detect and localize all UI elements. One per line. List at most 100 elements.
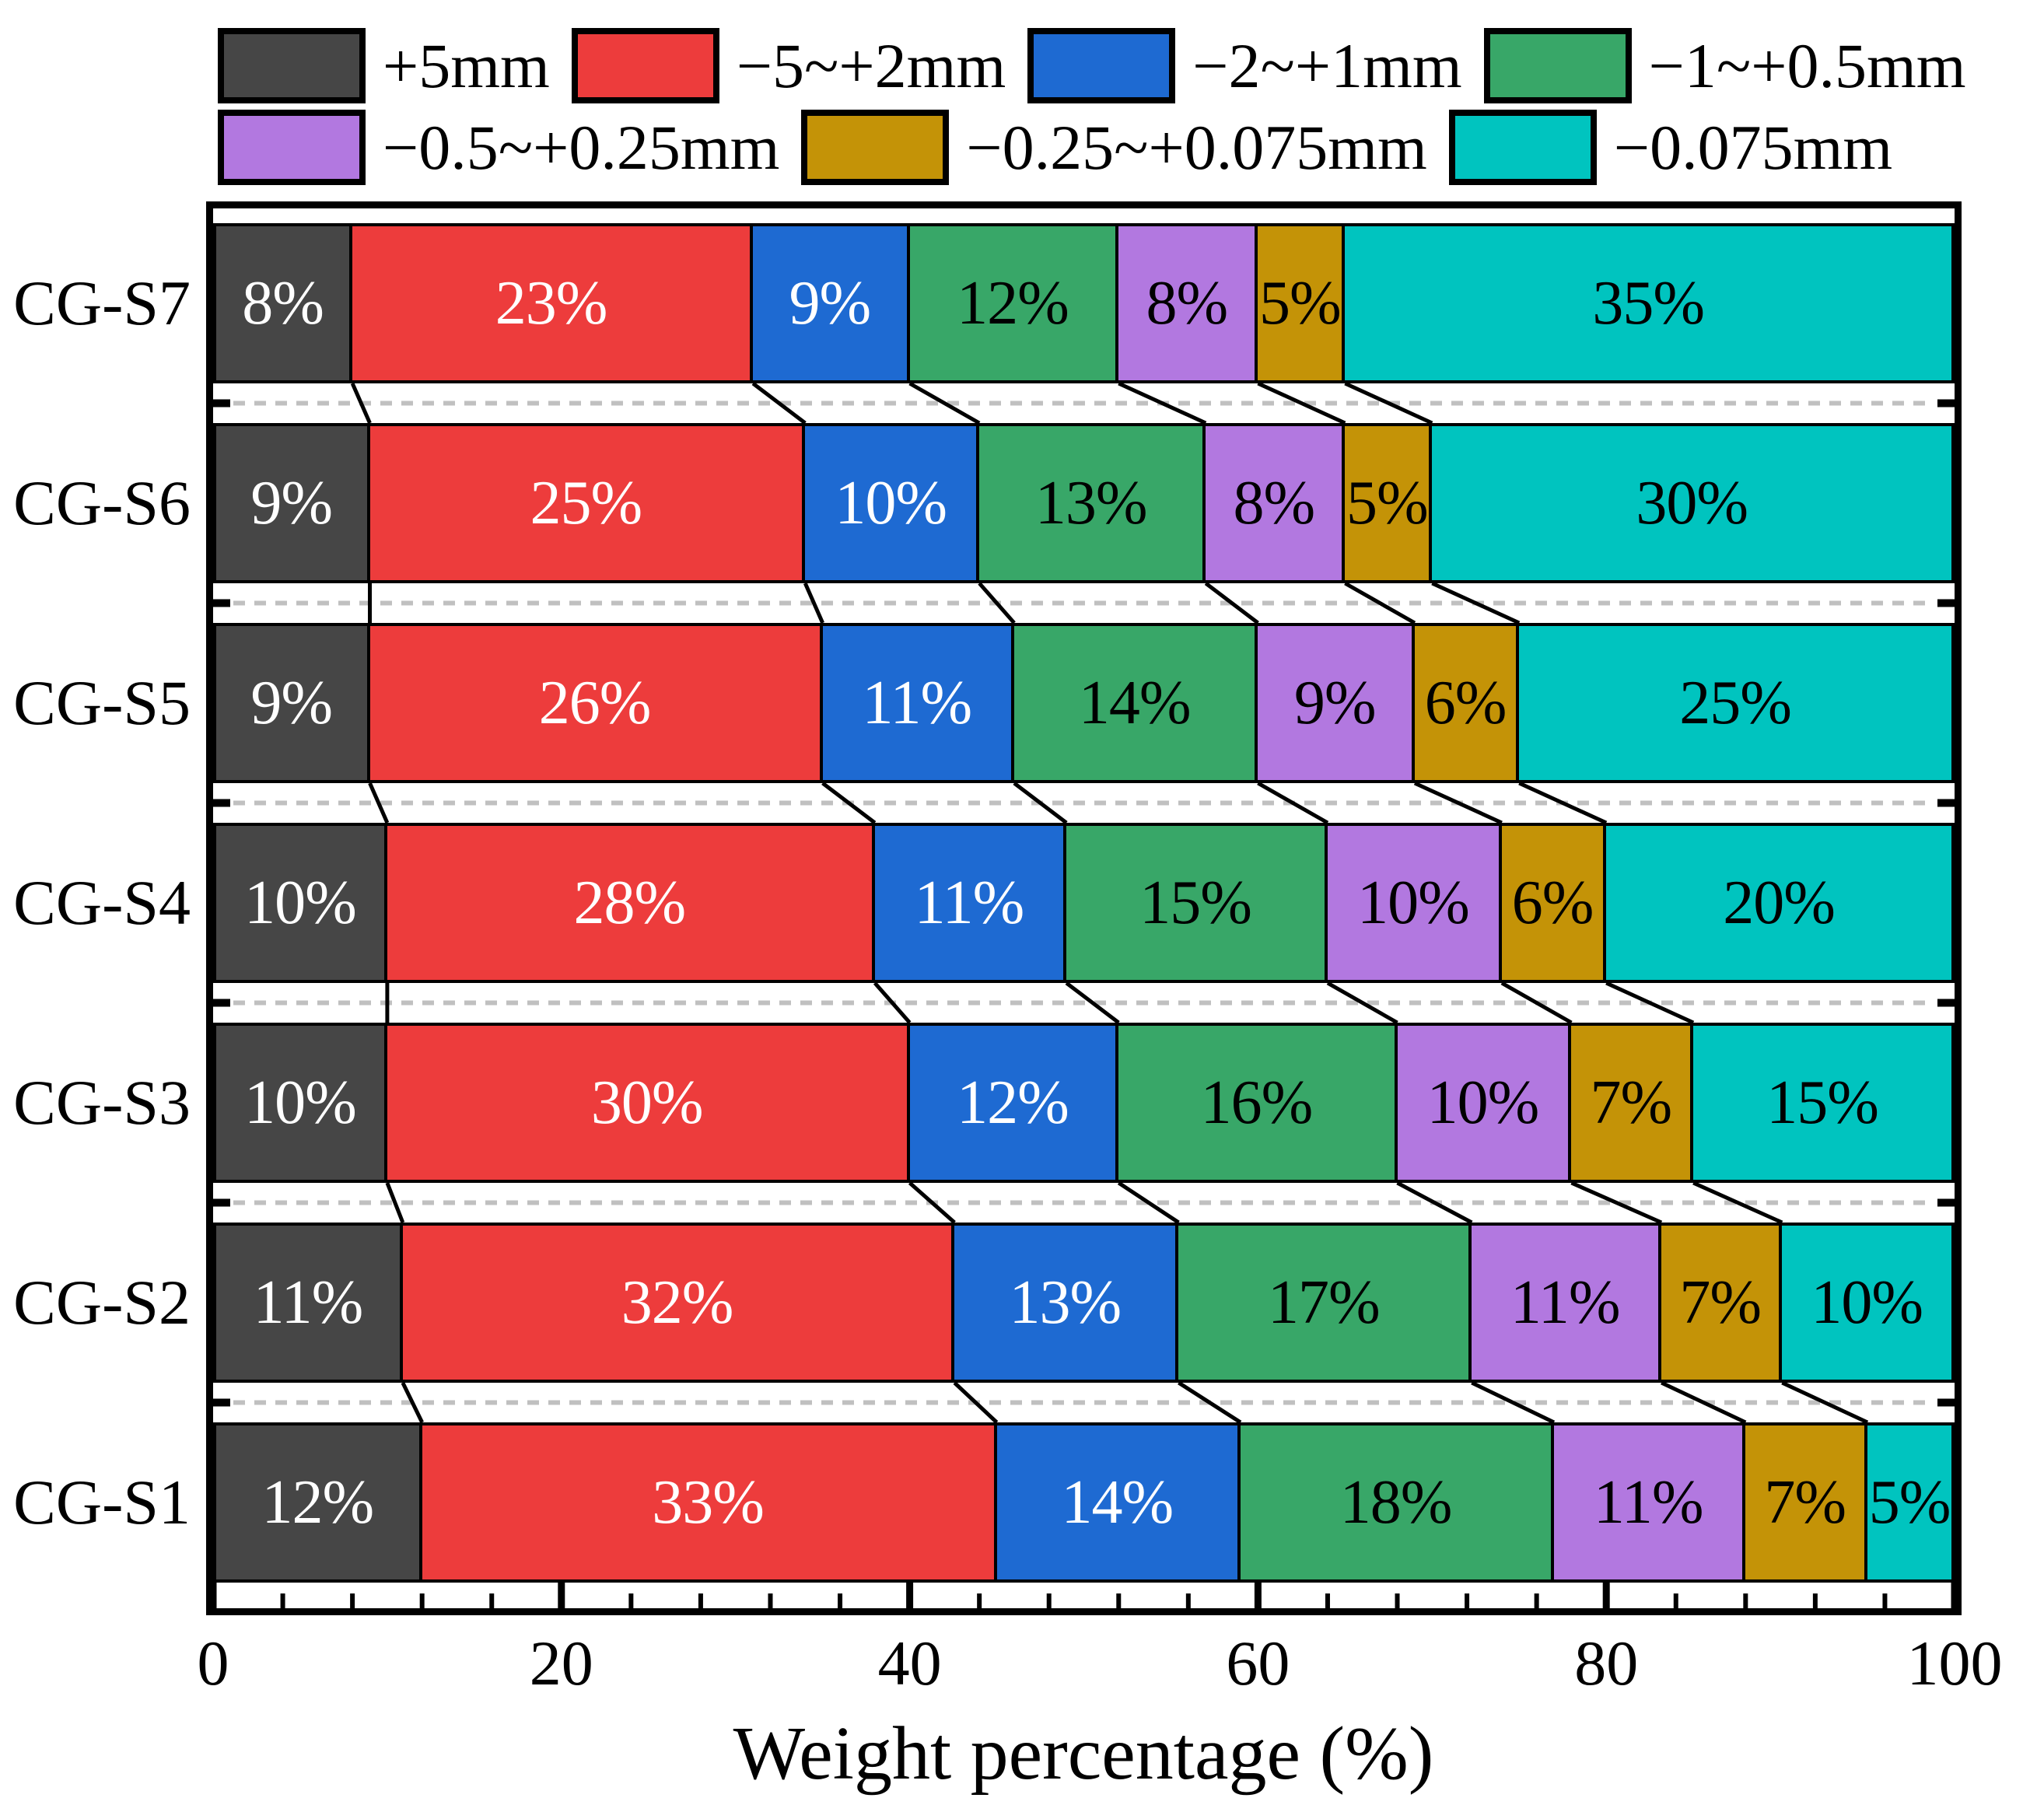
segment-value-label: 7% <box>1590 1069 1672 1137</box>
segment-value-label: 8% <box>1233 469 1315 537</box>
bar-segment: 15% <box>1690 1023 1955 1183</box>
segment-value-label: 14% <box>1061 1468 1174 1537</box>
segment-value-label: 28% <box>573 869 687 937</box>
segment-value-label: 6% <box>1511 869 1594 937</box>
legend-swatch <box>1483 28 1632 103</box>
segment-value-label: 13% <box>1034 469 1148 537</box>
segment-value-label: 11% <box>914 869 1025 937</box>
segment-value-label: 12% <box>957 1069 1069 1137</box>
segment-value-label: 14% <box>1078 669 1192 737</box>
bar-segment: 14% <box>993 1422 1241 1583</box>
plot-area: 8% 23% 9% 12% 8% 5% 35% 9% 25% 10% 13% 8% 5% 30% 9% 26%… <box>206 201 1962 1615</box>
bar-segment: 7% <box>1568 1023 1694 1183</box>
bar-segment: 9% <box>213 623 370 783</box>
legend-item: −0.5~+0.25mm <box>218 110 779 185</box>
legend-swatch <box>1448 110 1597 185</box>
x-axis-tick-label: 40 <box>877 1628 942 1698</box>
x-axis-tick-label: 60 <box>1226 1628 1290 1698</box>
segment-value-label: 7% <box>1679 1268 1762 1337</box>
bar-segment: 10% <box>213 823 387 983</box>
legend-label: −0.5~+0.25mm <box>383 111 780 183</box>
segment-value-label: 11% <box>253 1268 364 1337</box>
segment-value-label: 35% <box>1592 269 1705 338</box>
legend-item: −0.075mm <box>1448 110 1893 185</box>
legend-item: −5~+2mm <box>571 28 1006 103</box>
bar-segment: 7% <box>1658 1223 1783 1383</box>
bar-segment: 9% <box>1255 623 1415 783</box>
bar-segment: 5% <box>1342 423 1433 583</box>
category-label: CG-S1 <box>13 1467 191 1537</box>
bar-segment: 7% <box>1742 1422 1868 1583</box>
bar-segment: 13% <box>976 423 1206 583</box>
segment-value-label: 5% <box>1346 469 1429 537</box>
segment-value-label: 30% <box>590 1069 704 1137</box>
segment-value-label: 5% <box>1259 269 1342 338</box>
bar-segment: 33% <box>418 1422 997 1583</box>
segment-value-label: 23% <box>495 269 608 338</box>
segment-value-label: 25% <box>530 469 643 537</box>
segment-value-label: 20% <box>1723 869 1836 937</box>
segment-value-label: 17% <box>1268 1268 1381 1337</box>
legend-row-1: +5mm −5~+2mm −2~+1mm −1~+0.5mm <box>218 28 1988 103</box>
bar-segment: 12% <box>213 1422 422 1583</box>
segment-value-label: 10% <box>1357 869 1470 937</box>
segment-value-label: 33% <box>652 1468 765 1537</box>
segment-value-label: 30% <box>1636 469 1748 537</box>
segment-value-label: 11% <box>1510 1268 1621 1337</box>
legend-item: −0.25~+0.075mm <box>801 110 1427 185</box>
legend-label: −0.075mm <box>1613 111 1893 183</box>
bar-segment: 11% <box>819 623 1014 783</box>
segment-value-label: 11% <box>1593 1468 1704 1537</box>
segment-value-label: 10% <box>835 469 947 537</box>
category-label: CG-S7 <box>13 268 191 338</box>
x-axis-tick-label: 20 <box>529 1628 593 1698</box>
bar-segment: 28% <box>383 823 875 983</box>
legend-row-2: −0.5~+0.25mm −0.25~+0.075mm −0.075mm <box>218 110 1988 185</box>
legend: +5mm −5~+2mm −2~+1mm −1~+0.5mm −0.5~+0.25mm −… <box>218 28 1988 185</box>
x-axis-tick-label: 80 <box>1574 1628 1639 1698</box>
segment-value-label: 8% <box>242 269 324 338</box>
bar-segment: 11% <box>1468 1223 1662 1383</box>
bar-segment: 8% <box>1115 223 1258 383</box>
bar-segment: 23% <box>349 223 754 383</box>
x-axis-title: Weight percentage (%) <box>733 1712 1434 1796</box>
bar-segment: 11% <box>1551 1422 1746 1583</box>
bar-segment: 10% <box>1779 1223 1955 1383</box>
bar-segment: 14% <box>1010 623 1258 783</box>
bar-segment: 12% <box>906 223 1119 383</box>
bar-segment: 11% <box>213 1223 403 1383</box>
x-axis-tick-label: 100 <box>1906 1628 2003 1698</box>
bar-segment: 10% <box>1324 823 1502 983</box>
legend-swatch <box>801 110 950 185</box>
legend-label: −0.25~+0.075mm <box>966 111 1427 183</box>
bar-segment: 6% <box>1411 623 1520 783</box>
bar-segment: 25% <box>1516 623 1955 783</box>
segment-value-label: 15% <box>1766 1069 1879 1137</box>
legend-swatch <box>218 110 366 185</box>
category-label: CG-S3 <box>13 1067 191 1138</box>
segment-value-label: 9% <box>250 669 333 737</box>
bar-segment: 26% <box>366 623 823 783</box>
segment-value-label: 12% <box>261 1468 375 1537</box>
segment-value-label: 10% <box>244 869 357 937</box>
segment-value-label: 10% <box>244 1069 357 1137</box>
bar-segment: 8% <box>1202 423 1346 583</box>
segment-value-label: 6% <box>1424 669 1507 737</box>
bar-segment: 16% <box>1115 1023 1398 1183</box>
bar-segment: 32% <box>399 1223 955 1383</box>
bar-segment: 30% <box>1429 423 1955 583</box>
bar-segment: 11% <box>871 823 1067 983</box>
segment-value-label: 25% <box>1679 669 1792 737</box>
segment-value-label: 9% <box>789 269 872 338</box>
bar-segment: 5% <box>1255 223 1346 383</box>
legend-swatch <box>218 28 366 103</box>
segment-value-label: 32% <box>621 1268 734 1337</box>
segment-value-label: 9% <box>1293 669 1377 737</box>
category-label: CG-S2 <box>13 1267 191 1338</box>
legend-swatch <box>1027 28 1176 103</box>
bar-segment: 12% <box>906 1023 1119 1183</box>
legend-swatch <box>571 28 719 103</box>
legend-item: −2~+1mm <box>1027 28 1462 103</box>
bar-segment: 35% <box>1342 223 1955 383</box>
legend-item: +5mm <box>218 28 550 103</box>
